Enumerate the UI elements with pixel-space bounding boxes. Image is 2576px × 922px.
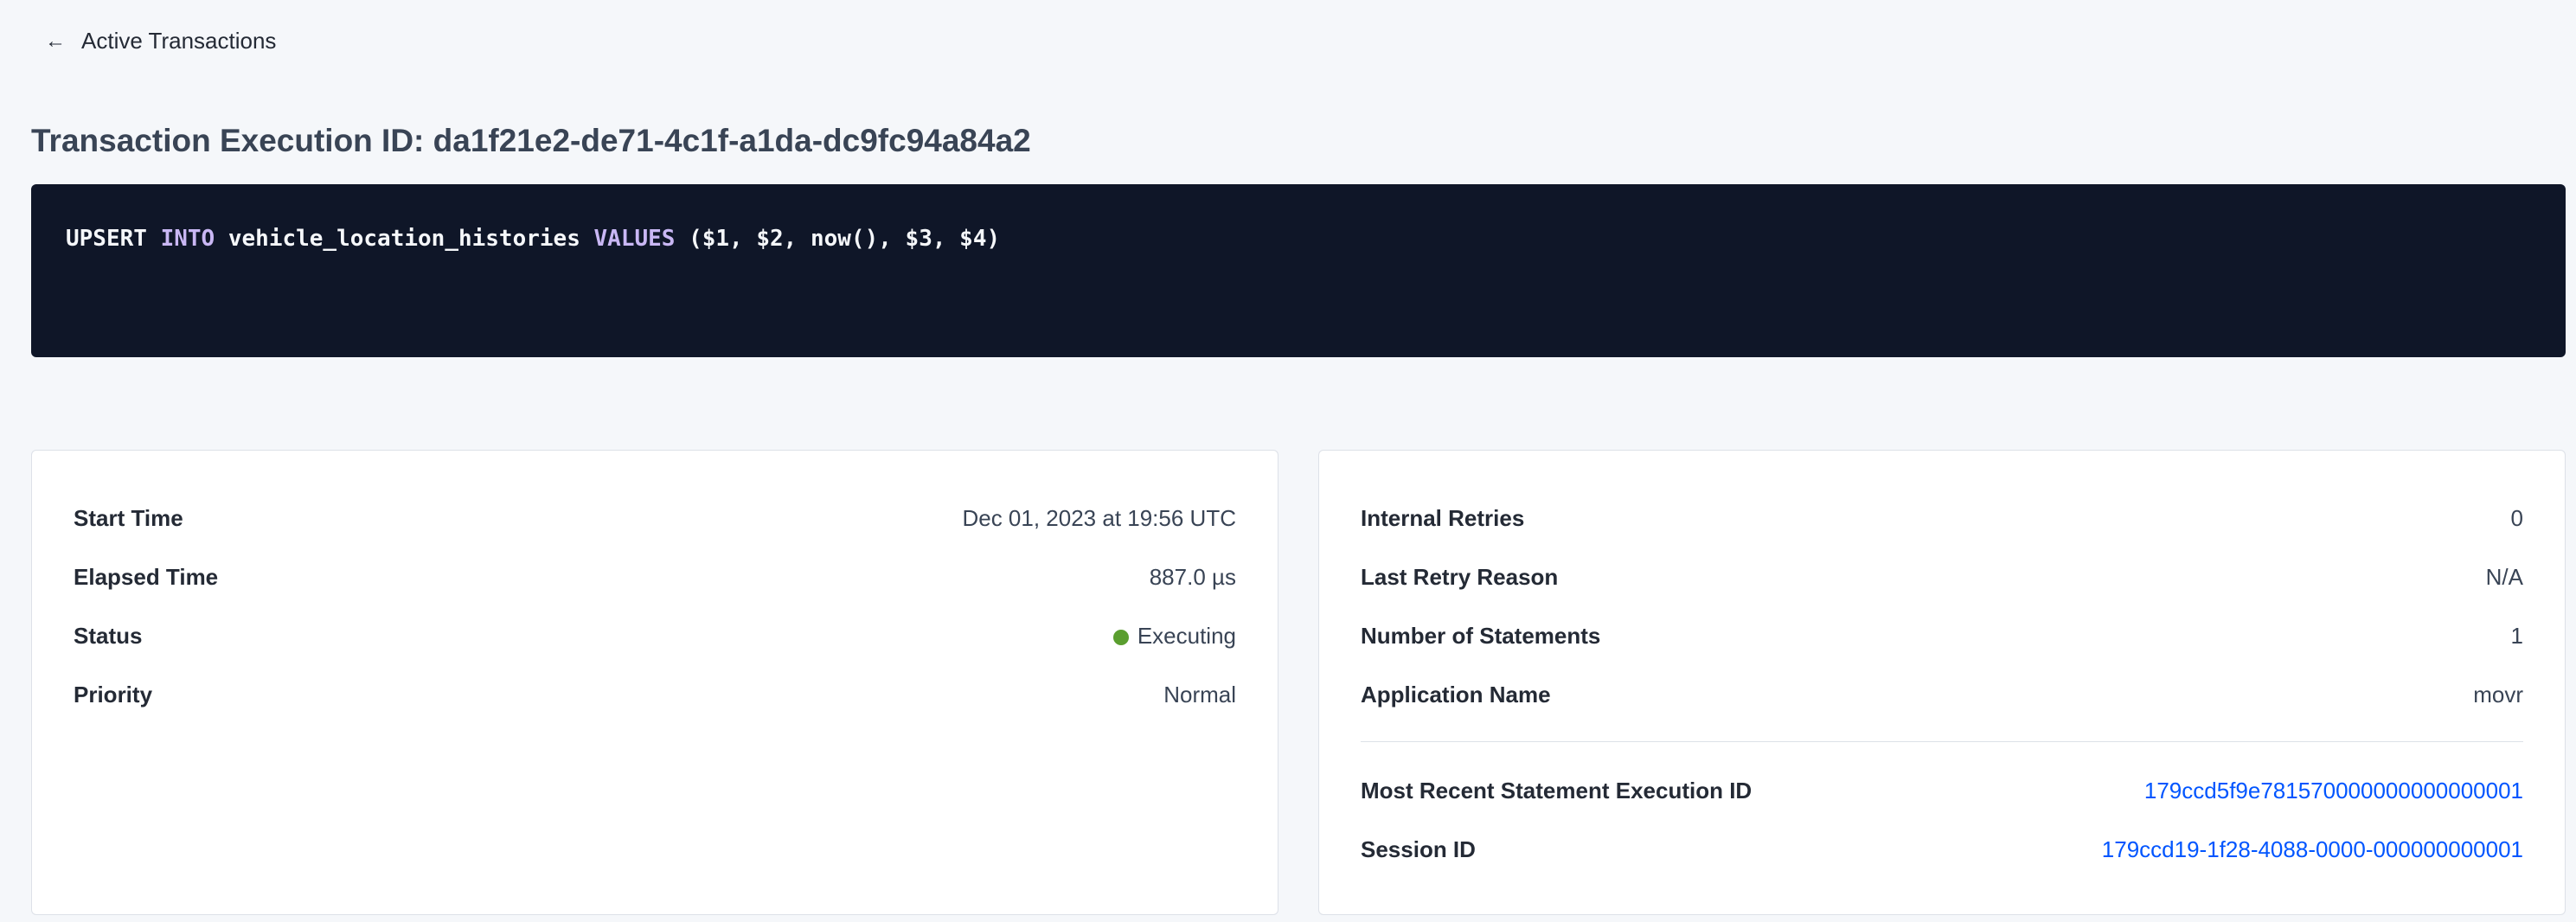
sql-keyword: UPSERT bbox=[66, 226, 147, 252]
row-label: Application Name bbox=[1361, 681, 1551, 708]
row-label: Priority bbox=[74, 681, 153, 708]
sql-keyword: VALUES bbox=[593, 226, 676, 252]
session-id-link[interactable]: 179ccd19-1f28-4088-0000-000000000001 bbox=[2101, 836, 2523, 862]
row-label: Internal Retries bbox=[1361, 504, 1525, 531]
detail-row-internal-retries: Internal Retries 0 bbox=[1361, 489, 2523, 547]
detail-row-recent-statement-id: Most Recent Statement Execution ID 179cc… bbox=[1361, 761, 2523, 820]
detail-row-number-of-statements: Number of Statements 1 bbox=[1361, 606, 2523, 665]
sql-statement-box: UPSERT INTO vehicle_location_histories V… bbox=[31, 184, 2566, 357]
transaction-details-card: Start Time Dec 01, 2023 at 19:56 UTC Ela… bbox=[31, 450, 1278, 915]
detail-row-priority: Priority Normal bbox=[74, 665, 1236, 724]
statement-execution-id-link[interactable]: 179ccd5f9e781570000000000000001 bbox=[2143, 777, 2523, 804]
back-link-active-transactions[interactable]: ← Active Transactions bbox=[45, 28, 276, 54]
row-label: Status bbox=[74, 622, 143, 649]
divider bbox=[1361, 741, 2523, 742]
row-label: Start Time bbox=[74, 504, 183, 531]
row-label: Number of Statements bbox=[1361, 622, 1601, 649]
row-label: Session ID bbox=[1361, 836, 1476, 862]
transaction-stats-card: Internal Retries 0 Last Retry Reason N/A… bbox=[1318, 450, 2566, 915]
row-label: Elapsed Time bbox=[74, 563, 219, 590]
row-value: movr bbox=[2473, 681, 2523, 708]
arrow-left-icon: ← bbox=[45, 29, 66, 53]
sql-args: ($1, $2, now(), $3, $4) bbox=[689, 226, 1001, 252]
detail-row-status: Status Executing bbox=[74, 606, 1236, 665]
page-title: Transaction Execution ID: da1f21e2-de71-… bbox=[31, 123, 1031, 158]
detail-row-application-name: Application Name movr bbox=[1361, 665, 2523, 724]
row-value: N/A bbox=[2485, 563, 2523, 590]
sql-keyword: INTO bbox=[160, 226, 215, 252]
status-dot-icon bbox=[1112, 629, 1129, 645]
detail-row-elapsed-time: Elapsed Time 887.0 µs bbox=[74, 547, 1236, 606]
row-value: 887.0 µs bbox=[1149, 563, 1236, 590]
detail-row-start-time: Start Time Dec 01, 2023 at 19:56 UTC bbox=[74, 489, 1236, 547]
detail-row-session-id: Session ID 179ccd19-1f28-4088-0000-00000… bbox=[1361, 820, 2523, 879]
row-label: Last Retry Reason bbox=[1361, 563, 1559, 590]
row-label: Most Recent Statement Execution ID bbox=[1361, 777, 1753, 804]
row-value: 1 bbox=[2510, 622, 2523, 649]
status-text: Executing bbox=[1137, 622, 1236, 649]
back-link-label: Active Transactions bbox=[81, 28, 277, 54]
row-value: Normal bbox=[1163, 681, 1236, 708]
detail-row-last-retry-reason: Last Retry Reason N/A bbox=[1361, 547, 2523, 606]
sql-table: vehicle_location_histories bbox=[227, 226, 580, 252]
row-value: 0 bbox=[2510, 504, 2523, 531]
status-value: Executing bbox=[1112, 622, 1236, 650]
row-value: Dec 01, 2023 at 19:56 UTC bbox=[962, 504, 1236, 531]
